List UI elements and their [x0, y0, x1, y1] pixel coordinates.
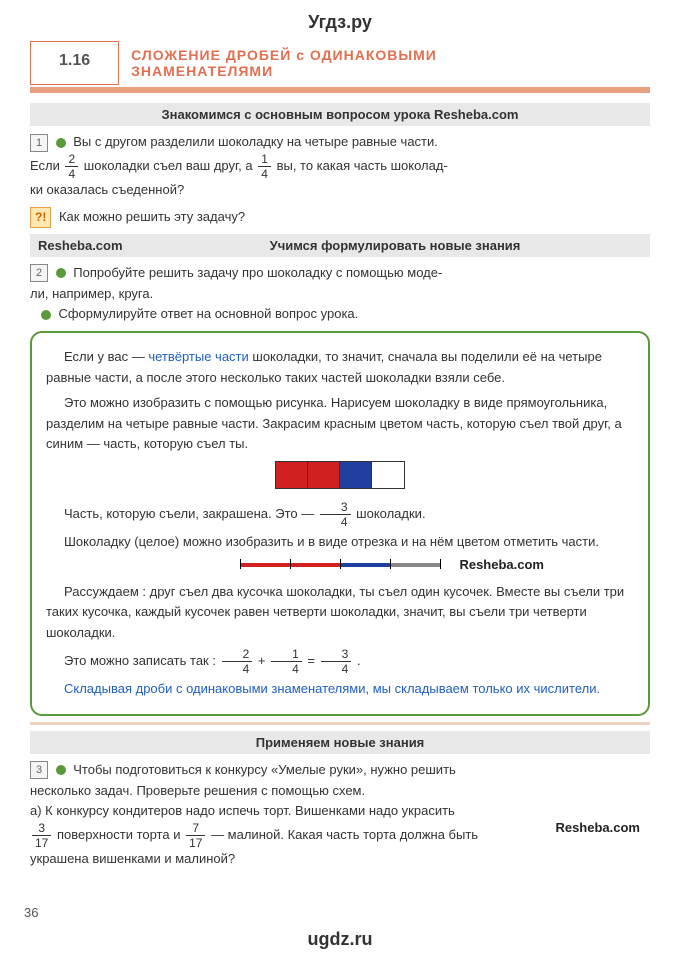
- green-dot-icon: [56, 765, 66, 775]
- num: 2: [222, 648, 253, 662]
- den: 4: [271, 662, 302, 675]
- question-text: Как можно решить эту задачу?: [59, 209, 245, 224]
- num: 2: [65, 153, 78, 167]
- task-1: 1 Вы с другом разделили шоколадку на чет…: [30, 132, 650, 201]
- theory-box: Если у вас — четвёртые части шоколадки, …: [30, 331, 650, 716]
- gb-p3: Часть, которую съели, закрашена. Это — 3…: [46, 501, 634, 528]
- question-mark-icon: ?!: [30, 207, 51, 228]
- orange-bar: [30, 87, 650, 93]
- t2-line3: Сформулируйте ответ на основной вопрос у…: [58, 306, 358, 321]
- fraction: 24: [65, 153, 78, 180]
- num: 1: [271, 648, 302, 662]
- fraction: 14: [258, 153, 271, 180]
- txt: шоколадки.: [356, 506, 425, 521]
- gb-p6: Это можно записать так : 24 + 14 = 34 .: [46, 648, 634, 675]
- t3-a2a: поверхности торта и: [57, 827, 184, 842]
- den: 4: [321, 662, 352, 675]
- green-dot-icon: [41, 310, 51, 320]
- fraction: 717: [186, 822, 205, 849]
- gb-p2: Это можно изобразить с помощью рисунка. …: [46, 393, 634, 455]
- gb-p5: Рассуждаем : друг съел два кусочка шокол…: [46, 582, 634, 644]
- page-number: 36: [24, 905, 38, 920]
- den: 4: [65, 167, 78, 180]
- watermark-bottom: ugdz.ru: [0, 929, 680, 950]
- t3-a2b: — малиной. Какая часть торта должна быть: [211, 827, 478, 842]
- section-title: СЛОЖЕНИЕ ДРОБЕЙ с ОДИНАКОВЫМИ ЗНАМЕНАТЕЛ…: [119, 41, 650, 85]
- blue-term: четвёртые части: [148, 349, 248, 364]
- den: 17: [32, 836, 51, 849]
- task-2: 2 Попробуйте решить задачу про шоколадку…: [30, 263, 650, 325]
- resheba-stamp: Resheba.com: [459, 555, 544, 576]
- task-num-1: 1: [30, 134, 48, 152]
- plus: +: [258, 653, 269, 668]
- den: 17: [186, 836, 205, 849]
- t1-line2b: шоколадки съел ваш друг, а: [84, 158, 256, 173]
- gb-p7-rule: Складывая дроби с одинаковыми знаменател…: [46, 679, 634, 700]
- watermark-top: Угдз.ру: [30, 12, 650, 33]
- num: 7: [186, 822, 205, 836]
- resheba-stamp: Resheba.com: [555, 818, 640, 839]
- t3-a1: а) К конкурсу кондитеров надо испечь тор…: [30, 803, 455, 818]
- h2-right: Учимся формулировать новые знания: [148, 238, 642, 253]
- fraction: 14: [271, 648, 302, 675]
- heading-1: Знакомимся с основным вопросом урока Res…: [30, 103, 650, 126]
- num: 3: [32, 822, 51, 836]
- dot: .: [357, 653, 361, 668]
- txt: Это можно записать так :: [64, 653, 220, 668]
- heading-3: Применяем новые знания: [30, 731, 650, 754]
- heading-2: Resheba.com Учимся формулировать новые з…: [30, 234, 650, 257]
- gb-p4: Шоколадку (целое) можно изобразить и в в…: [46, 532, 634, 553]
- gb-p1: Если у вас — четвёртые части шоколадки, …: [46, 347, 634, 389]
- den: 4: [222, 662, 253, 675]
- task-num-2: 2: [30, 264, 48, 282]
- section-number: 1.16: [30, 41, 119, 85]
- green-dot-icon: [56, 138, 66, 148]
- t1-line2a: Если: [30, 158, 63, 173]
- t3-a3: украшена вишенками и малиной?: [30, 851, 235, 866]
- title-line1: СЛОЖЕНИЕ ДРОБЕЙ с ОДИНАКОВЫМИ: [131, 47, 437, 63]
- title-line2: ЗНАМЕНАТЕЛЯМИ: [131, 63, 273, 79]
- t2-line2: ли, например, круга.: [30, 286, 153, 301]
- segment-diagram: Resheba.com: [46, 557, 634, 578]
- fraction: 24: [222, 648, 253, 675]
- equals: =: [307, 653, 318, 668]
- chocolate-diagram: [46, 461, 634, 495]
- num: 1: [258, 153, 271, 167]
- green-dot-icon: [56, 268, 66, 278]
- t1-line3: ки оказалась съеденной?: [30, 182, 184, 197]
- den: 4: [258, 167, 271, 180]
- num: 3: [321, 648, 352, 662]
- question-row: ?! Как можно решить эту задачу?: [30, 207, 650, 228]
- fraction: 34: [320, 501, 351, 528]
- txt: Часть, которую съели, закрашена. Это —: [64, 506, 318, 521]
- den: 4: [320, 515, 351, 528]
- t1-line2c: вы, то какая часть шоколад-: [277, 158, 448, 173]
- task-3: 3 Чтобы подготовиться к конкурсу «Умелые…: [30, 760, 650, 870]
- divider-bar: [30, 722, 650, 725]
- txt: Если у вас —: [64, 349, 148, 364]
- fraction: 317: [32, 822, 51, 849]
- task-num-3: 3: [30, 761, 48, 779]
- t3-line2: несколько задач. Проверьте решения с пом…: [30, 783, 365, 798]
- t1-line1: Вы с другом разделили шоколадку на четыр…: [73, 134, 438, 149]
- num: 3: [320, 501, 351, 515]
- t3-line1: Чтобы подготовиться к конкурсу «Умелые р…: [73, 762, 456, 777]
- t2-line1: Попробуйте решить задачу про шоколадку с…: [73, 265, 442, 280]
- h2-left: Resheba.com: [38, 238, 148, 253]
- fraction: 34: [321, 648, 352, 675]
- section-header: 1.16 СЛОЖЕНИЕ ДРОБЕЙ с ОДИНАКОВЫМИ ЗНАМЕ…: [30, 41, 650, 85]
